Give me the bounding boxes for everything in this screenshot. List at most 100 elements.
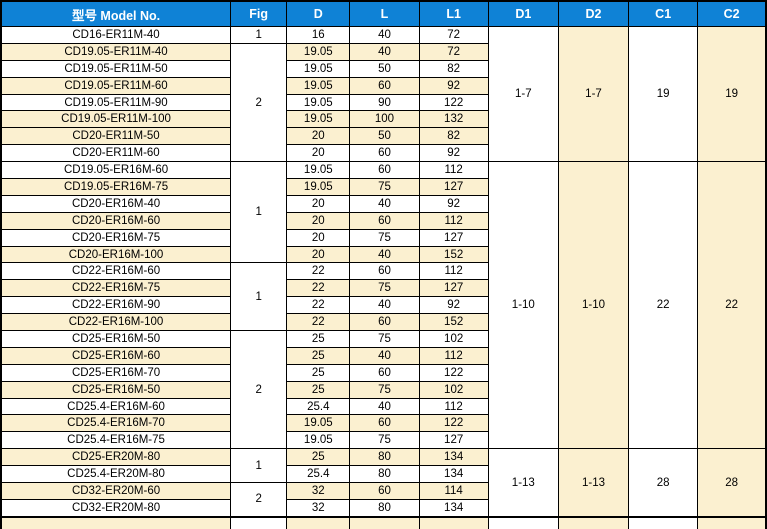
l1-cell: 127	[418, 431, 489, 450]
c1-cell: 19	[628, 25, 699, 163]
l1-cell: 82	[418, 59, 489, 78]
l-cell: 60	[349, 313, 420, 332]
l-cell: 80	[349, 498, 420, 518]
partial-cell	[0, 515, 232, 529]
l1-cell: 72	[418, 26, 489, 44]
l1-cell: 112	[418, 211, 489, 230]
d-cell: 20	[286, 194, 351, 213]
l-cell: 60	[349, 363, 420, 382]
table-row: CD19.05-ER16M-60 1 19.05 60 112 1-10 1-10 22 22	[0, 161, 767, 450]
l1-cell: 112	[418, 161, 489, 180]
d-cell: 20	[286, 228, 351, 247]
d1-cell: 1-10	[487, 161, 559, 450]
l-cell: 40	[349, 42, 420, 61]
d-cell: 19.05	[286, 93, 351, 112]
col-header-d1: D1	[487, 0, 559, 27]
l1-cell: 152	[418, 245, 489, 264]
partial-cell	[286, 515, 351, 529]
d-cell: 32	[286, 482, 351, 500]
model-cell: CD25-ER16M-60	[0, 346, 232, 365]
l1-cell: 134	[418, 465, 489, 484]
l1-cell: 112	[418, 397, 489, 416]
table-row: CD20-ER16M-75 20 75 127	[0, 228, 766, 247]
fig-cell: 2	[230, 482, 288, 518]
l1-cell: 112	[418, 346, 489, 365]
d-cell: 20	[286, 211, 351, 230]
l1-cell: 102	[418, 380, 489, 399]
model-cell: CD25.4-ER16M-70	[0, 414, 232, 433]
c2-cell: 28	[697, 448, 767, 518]
d-cell: 20	[286, 245, 351, 264]
l-cell: 60	[349, 262, 420, 281]
l-cell: 60	[349, 161, 420, 180]
col-header-d2: D2	[557, 0, 630, 27]
d-cell: 19.05	[286, 161, 351, 180]
table-row: CD22-ER16M-60 1 22 60 112	[0, 262, 766, 332]
table-row: CD25.4-ER20M-80 25.4 80 134	[0, 465, 766, 484]
fig-cell: 1	[230, 161, 288, 264]
model-cell: CD22-ER16M-60	[0, 262, 232, 281]
d-cell: 19.05	[286, 76, 351, 95]
model-cell: CD20-ER16M-60	[0, 211, 232, 230]
table-row: CD20-ER11M-60 20 60 92	[0, 144, 766, 163]
partial-cell	[418, 515, 489, 529]
d2-cell: 1-7	[557, 25, 630, 163]
l-cell: 50	[349, 59, 420, 78]
l-cell: 75	[349, 380, 420, 399]
c1-cell: 22	[628, 161, 699, 450]
model-cell: CD20-ER11M-60	[0, 144, 232, 163]
l1-cell: 112	[418, 262, 489, 281]
c1-cell: 28	[628, 448, 699, 518]
d-cell: 25	[286, 330, 351, 348]
table-row: CD32-ER20M-80 32 80 134	[0, 498, 766, 518]
c2-cell: 22	[697, 161, 767, 450]
model-cell: CD20-ER11M-50	[0, 127, 232, 146]
l1-cell: 92	[418, 76, 489, 95]
table-row: CD25.4-ER16M-75 19.05 75 127	[0, 431, 766, 450]
l1-cell: 92	[418, 296, 489, 315]
table-row: CD19.05-ER11M-60 19.05 60 92	[0, 76, 766, 95]
col-header-c1: C1	[628, 0, 699, 27]
l-cell: 60	[349, 144, 420, 163]
d1-cell: 1-7	[487, 25, 559, 163]
model-cell: CD25-ER16M-50	[0, 380, 232, 399]
header-row: 型号 Model No. Fig D L L1 D1 D2 C1 C2	[0, 0, 767, 27]
fig-cell: 1	[230, 262, 288, 332]
table-row: CD25.4-ER16M-70 19.05 60 122	[0, 414, 766, 433]
l1-cell: 152	[418, 313, 489, 332]
d-cell: 19.05	[286, 178, 351, 196]
d-cell: 25	[286, 363, 351, 382]
l1-cell: 127	[418, 279, 489, 298]
table-row: CD19.05-ER11M-50 19.05 50 82	[0, 59, 766, 78]
l1-cell: 122	[418, 93, 489, 112]
model-cell: CD25.4-ER16M-60	[0, 397, 232, 416]
table-row: CD22-ER16M-75 22 75 127	[0, 279, 766, 298]
model-cell: CD25-ER16M-70	[0, 363, 232, 382]
l1-cell: 92	[418, 194, 489, 213]
l-cell: 60	[349, 414, 420, 433]
table-row: CD25-ER16M-70 25 60 122	[0, 363, 766, 382]
table-header: 型号 Model No. Fig D L L1 D1 D2 C1 C2	[0, 0, 767, 27]
d-cell: 25	[286, 448, 351, 467]
model-cell: CD25.4-ER16M-75	[0, 431, 232, 450]
table-row: CD25-ER16M-50 2 25 75 102	[0, 330, 766, 450]
fig-cell: 2	[230, 330, 288, 450]
col-header-l: L	[349, 0, 420, 27]
table-row: CD25-ER16M-60 25 40 112	[0, 346, 766, 365]
d2-cell: 1-10	[557, 161, 630, 450]
l1-cell: 102	[418, 330, 489, 348]
l-cell: 75	[349, 228, 420, 247]
col-header-c2: C2	[697, 0, 767, 27]
model-cell: CD22-ER16M-90	[0, 296, 232, 315]
l-cell: 80	[349, 448, 420, 467]
c2-cell: 19	[697, 25, 767, 163]
table-row: CD20-ER11M-50 20 50 82	[0, 127, 766, 146]
d-cell: 20	[286, 127, 351, 146]
fig-cell: 1	[230, 448, 288, 484]
table-row: CD19.05-ER11M-90 19.05 90 122	[0, 93, 766, 112]
l1-cell: 72	[418, 42, 489, 61]
model-cell: CD19.05-ER11M-40	[0, 42, 232, 61]
model-cell: CD19.05-ER11M-60	[0, 76, 232, 95]
table-body: CD16-ER11M-40 1 16 40 72 1-7 1-7 19 19 CD19.05-ER…	[0, 25, 767, 529]
